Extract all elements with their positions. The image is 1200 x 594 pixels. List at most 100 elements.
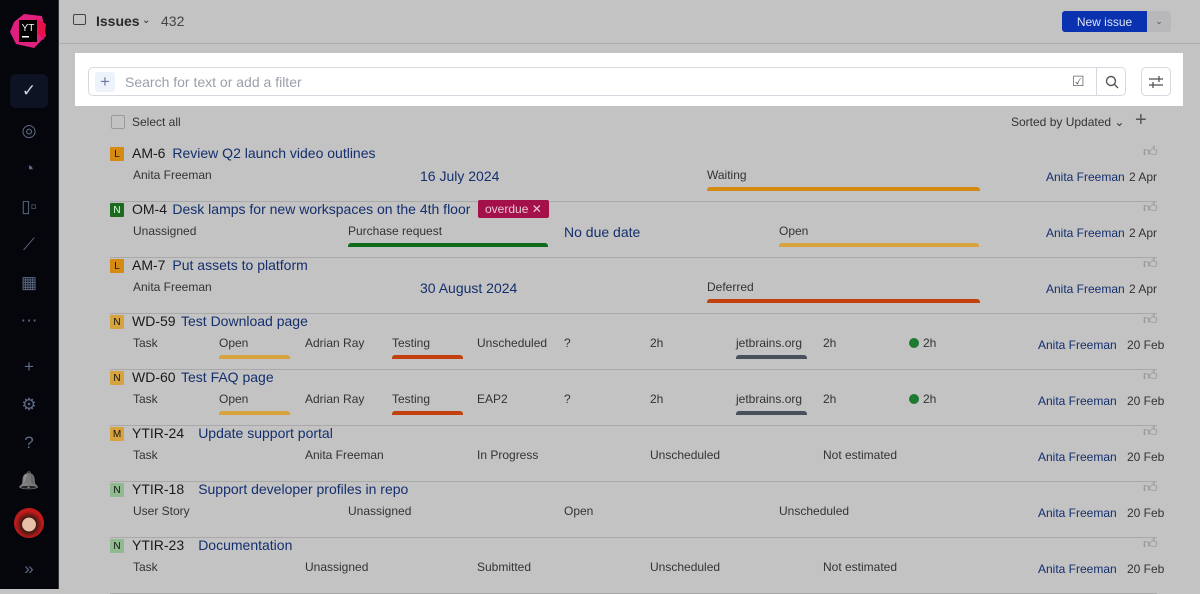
add-filter-button[interactable]: +	[95, 72, 115, 92]
issue-field[interactable]: Anita Freeman	[133, 280, 212, 294]
view-settings-button[interactable]	[1141, 67, 1171, 96]
plus-icon[interactable]: +	[24, 357, 34, 376]
issue-field[interactable]: Task	[133, 560, 158, 574]
issue-id[interactable]: YTIR-24	[132, 425, 185, 441]
issue-field[interactable]: Anita Freeman	[305, 448, 384, 462]
issue-field[interactable]: 2h	[909, 392, 936, 406]
reporter-link[interactable]: Anita Freeman	[1038, 338, 1117, 352]
issue-summary[interactable]: Support developer profiles in repo	[198, 481, 409, 497]
issue-summary[interactable]: Put assets to platform	[172, 257, 308, 273]
issue-field[interactable]: ?	[564, 392, 571, 406]
issue-id[interactable]: YTIR-18	[132, 481, 185, 497]
spiral-icon[interactable]: ◔	[23, 159, 35, 178]
page-title[interactable]: Issues	[96, 13, 140, 29]
overdue-tag[interactable]: overdue ✕	[478, 200, 549, 218]
reporter-link[interactable]: Anita Freeman	[1046, 226, 1125, 240]
more-icon[interactable]: ⋯	[20, 311, 38, 330]
thumbs-up-icon[interactable]: 👍︎	[1143, 311, 1158, 327]
avatar[interactable]	[14, 508, 44, 538]
issue-field[interactable]: 30 August 2024	[420, 280, 517, 296]
issue-field[interactable]: Not estimated	[823, 448, 897, 462]
issue-field[interactable]: Adrian Ray	[305, 336, 364, 350]
select-all-checkbox[interactable]	[111, 115, 125, 129]
search-input[interactable]	[125, 74, 1025, 90]
issue-field[interactable]: Unscheduled	[650, 560, 720, 574]
issue-field[interactable]: Submitted	[477, 560, 531, 574]
issue-id[interactable]: YTIR-23	[132, 537, 185, 553]
sort-dropdown[interactable]: Sorted by Updated ⌄	[1011, 115, 1124, 129]
issue-row[interactable]: L AM-7 Put assets to platform 👍︎ Anita F…	[110, 255, 1158, 314]
saved-search-check-icon[interactable]: ☑	[1072, 73, 1085, 89]
issue-field[interactable]: In Progress	[477, 448, 538, 462]
thumbs-up-icon[interactable]: 👍︎	[1143, 367, 1158, 383]
thumbs-up-icon[interactable]: 👍︎	[1143, 199, 1158, 215]
issue-summary[interactable]: Update support portal	[198, 425, 333, 441]
issue-field[interactable]: Deferred	[707, 280, 754, 294]
issue-summary[interactable]: Test Download page	[181, 313, 308, 329]
reporter-link[interactable]: Anita Freeman	[1046, 170, 1125, 184]
issue-field[interactable]: Waiting	[707, 168, 747, 182]
issue-field[interactable]: 2h	[909, 336, 936, 350]
issue-field[interactable]: 2h	[823, 392, 836, 406]
issue-id[interactable]: WD-59	[132, 313, 176, 329]
issue-field[interactable]: No due date	[564, 224, 640, 240]
issue-row[interactable]: L AM-6 Review Q2 launch video outlines 👍…	[110, 143, 1158, 202]
reporter-link[interactable]: Anita Freeman	[1038, 394, 1117, 408]
issue-id[interactable]: AM-6	[132, 145, 166, 161]
chart-icon[interactable]: ⟋	[23, 235, 35, 254]
issue-field[interactable]: User Story	[133, 504, 190, 518]
issue-field[interactable]: Unassigned	[305, 560, 368, 574]
issue-field[interactable]: 16 July 2024	[420, 168, 499, 184]
issue-field[interactable]: Task	[133, 448, 158, 462]
new-issue-button[interactable]: New issue	[1062, 11, 1147, 32]
double-chevron-right-icon[interactable]: »	[24, 559, 34, 578]
youtrack-logo[interactable]: YT	[10, 14, 46, 48]
issue-id[interactable]: OM-4	[132, 201, 167, 217]
check-circle-icon[interactable]: ✓	[10, 74, 48, 108]
lifebuoy-icon[interactable]: ◎	[21, 121, 37, 140]
thumbs-up-icon[interactable]: 👍︎	[1143, 479, 1158, 495]
issue-id[interactable]: AM-7	[132, 257, 166, 273]
reporter-link[interactable]: Anita Freeman	[1038, 450, 1117, 464]
issue-summary[interactable]: Test FAQ page	[181, 369, 274, 385]
reporter-link[interactable]: Anita Freeman	[1038, 506, 1117, 520]
issue-field[interactable]: Open	[219, 336, 248, 350]
issue-field[interactable]: Open	[779, 224, 808, 238]
issue-field[interactable]: ?	[564, 336, 571, 350]
issue-row[interactable]: N OM-4 Desk lamps for new workspaces on …	[110, 199, 1158, 258]
issue-field[interactable]: Adrian Ray	[305, 392, 364, 406]
add-field-button[interactable]: +	[1135, 109, 1147, 131]
bell-icon[interactable]: 🔔	[18, 471, 40, 490]
chevron-down-icon[interactable]: ⌄	[142, 15, 151, 26]
issue-summary[interactable]: Desk lamps for new workspaces on the 4th…	[172, 201, 471, 217]
issue-field[interactable]: Task	[133, 336, 158, 350]
issue-field[interactable]: EAP2	[477, 392, 508, 406]
issue-field[interactable]: Anita Freeman	[133, 168, 212, 182]
issue-row[interactable]: N YTIR-18 Support developer profiles in …	[110, 479, 1164, 538]
issue-field[interactable]: jetbrains.org	[736, 392, 802, 406]
issue-field[interactable]: Task	[133, 392, 158, 406]
issue-field[interactable]: Unscheduled	[650, 448, 720, 462]
thumbs-up-icon[interactable]: 👍︎	[1143, 143, 1158, 159]
issue-row[interactable]: N WD-59 Test Download page 👍︎ Anita Free…	[110, 311, 1164, 370]
issue-field[interactable]: Open	[564, 504, 593, 518]
new-issue-dropdown[interactable]: ⌄	[1147, 11, 1171, 32]
issue-field[interactable]: 2h	[823, 336, 836, 350]
issue-row[interactable]: N YTIR-23 Documentation 👍︎ Anita Freeman…	[110, 535, 1164, 594]
select-all[interactable]: Select all	[111, 115, 181, 129]
gear-icon[interactable]: ⚙	[21, 395, 37, 414]
issue-field[interactable]: Open	[219, 392, 248, 406]
issue-field[interactable]: Testing	[392, 336, 430, 350]
issue-field[interactable]: 2h	[650, 392, 663, 406]
thumbs-up-icon[interactable]: 👍︎	[1143, 255, 1158, 271]
issue-field[interactable]: jetbrains.org	[736, 336, 802, 350]
issue-field[interactable]: Not estimated	[823, 560, 897, 574]
issue-field[interactable]: Unscheduled	[477, 336, 547, 350]
issue-row[interactable]: M YTIR-24 Update support portal 👍︎ Anita…	[110, 423, 1164, 482]
issue-field[interactable]: Purchase request	[348, 224, 442, 238]
issue-field[interactable]: Unscheduled	[779, 504, 849, 518]
grid-icon[interactable]: ▦	[20, 273, 38, 292]
search-button[interactable]	[1096, 68, 1126, 95]
thumbs-up-icon[interactable]: 👍︎	[1143, 535, 1158, 551]
issue-id[interactable]: WD-60	[132, 369, 176, 385]
